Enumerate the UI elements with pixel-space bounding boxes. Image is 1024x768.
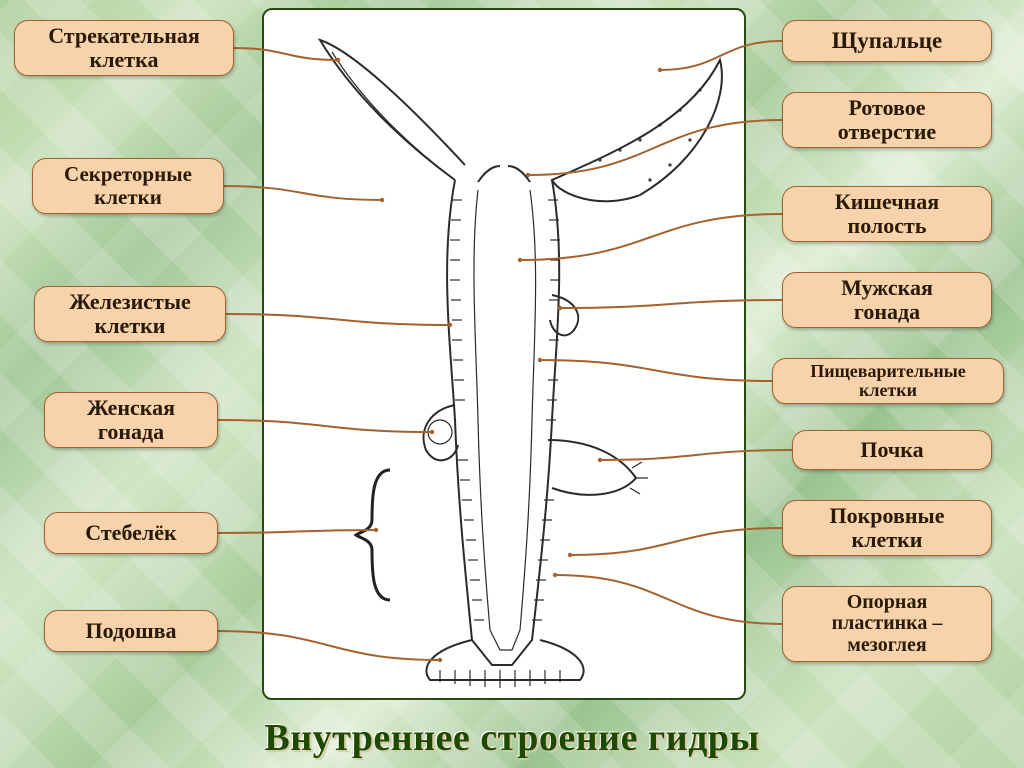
label-male-gonad: Мужскаягонада	[782, 272, 992, 328]
label-text: Секреторныеклетки	[64, 163, 192, 208]
label-mesoglea: Опорнаяпластинка –мезоглея	[782, 586, 992, 662]
label-text: Кишечнаяполость	[835, 190, 939, 238]
label-text: Подошва	[85, 619, 176, 643]
label-sole: Подошва	[44, 610, 218, 652]
label-glandular: Железистыеклетки	[34, 286, 226, 342]
label-text: Почка	[860, 438, 923, 462]
label-bud: Почка	[792, 430, 992, 470]
label-text: Мужскаягонада	[841, 276, 933, 324]
label-secretory: Секреторныеклетки	[32, 158, 224, 214]
label-gastric-cavity: Кишечнаяполость	[782, 186, 992, 242]
label-digestive: Пищеварительныеклетки	[772, 358, 1004, 404]
label-text: Стрекательнаяклетка	[48, 24, 200, 72]
label-text: Покровныеклетки	[830, 504, 945, 552]
label-text: Стебелёк	[85, 521, 176, 545]
label-text: Опорнаяпластинка –мезоглея	[832, 592, 943, 657]
label-mouth: Ротовоеотверстие	[782, 92, 992, 148]
label-text: Щупальце	[832, 29, 943, 54]
label-tentacle: Щупальце	[782, 20, 992, 62]
diagram-frame	[262, 8, 746, 700]
label-female-gonad: Женскаягонада	[44, 392, 218, 448]
label-text: Пищеварительныеклетки	[810, 362, 966, 401]
label-text: Ротовоеотверстие	[838, 96, 936, 144]
label-epithelial: Покровныеклетки	[782, 500, 992, 556]
label-stalk: Стебелёк	[44, 512, 218, 554]
slide-stage: Стрекательнаяклетка Секреторныеклетки Желе…	[0, 0, 1024, 768]
label-sting-cell: Стрекательнаяклетка	[14, 20, 234, 76]
label-text: Железистыеклетки	[69, 290, 191, 338]
slide-title: Внутреннее строение гидры	[0, 716, 1024, 760]
label-text: Женскаягонада	[87, 396, 175, 444]
